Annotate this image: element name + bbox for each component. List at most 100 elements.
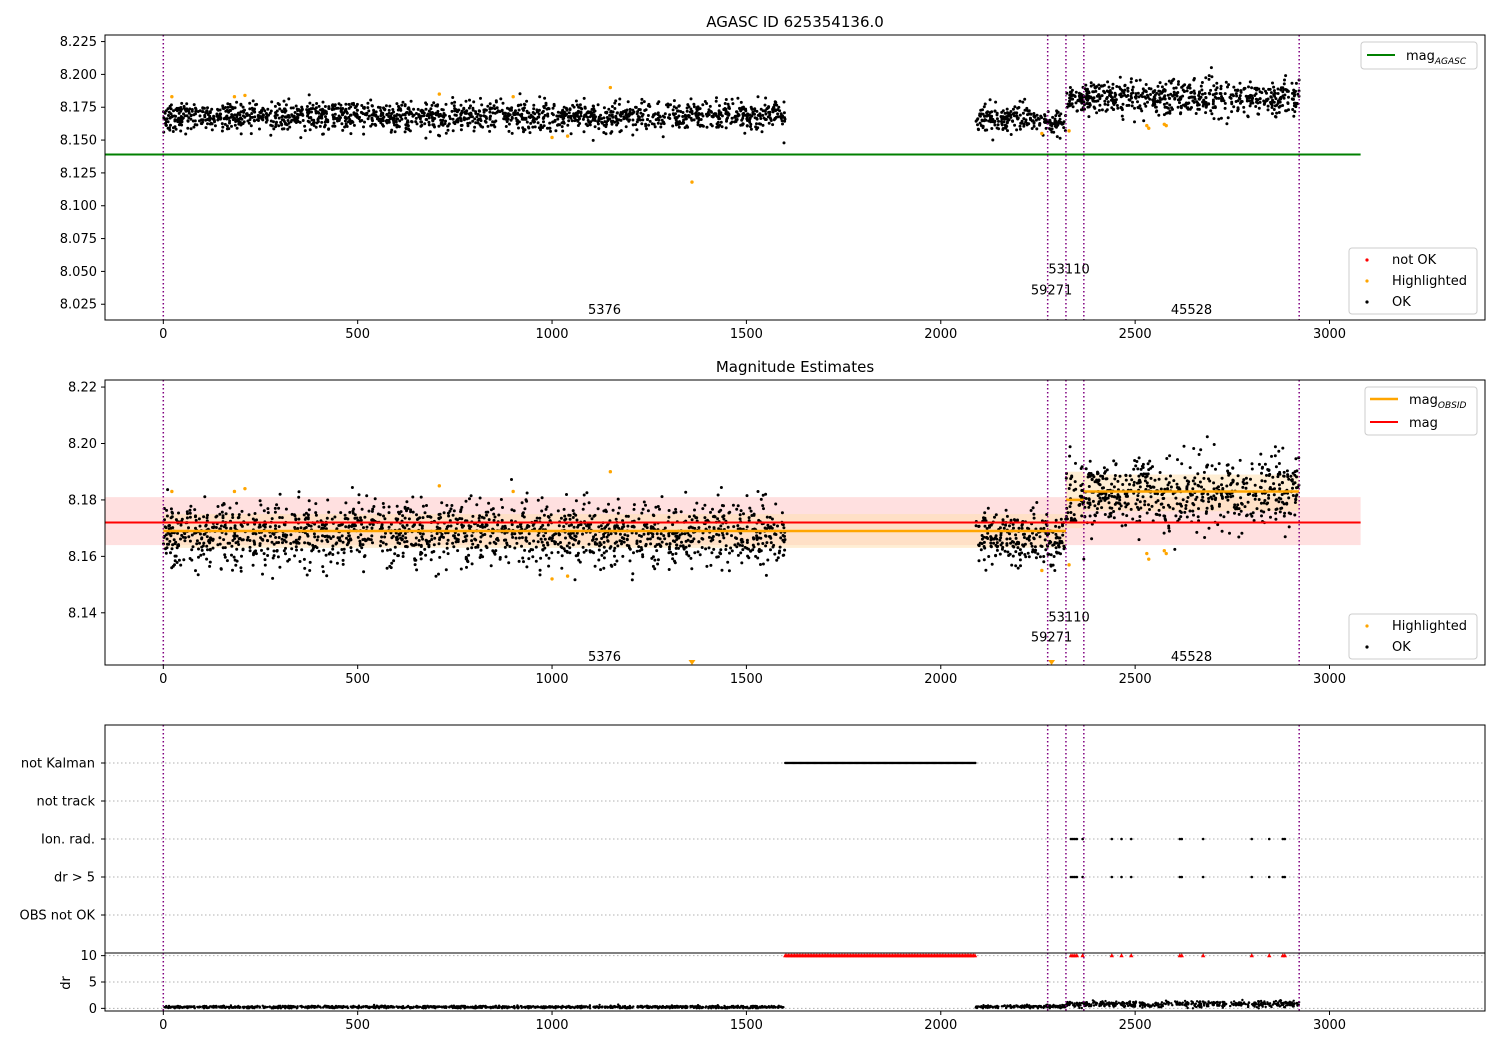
ok-point bbox=[505, 543, 509, 547]
y-tick-label: 8.225 bbox=[60, 35, 97, 50]
ok-point bbox=[669, 103, 672, 107]
ok-point bbox=[561, 112, 565, 116]
ok-point bbox=[582, 526, 586, 530]
ok-point bbox=[577, 540, 581, 544]
ok-point bbox=[610, 105, 614, 108]
ok-point bbox=[223, 553, 227, 557]
ok-point bbox=[764, 534, 768, 538]
ok-point bbox=[414, 543, 418, 547]
ok-point bbox=[1219, 84, 1223, 88]
ok-point bbox=[321, 132, 325, 136]
ok-point bbox=[1058, 136, 1062, 140]
ok-point bbox=[450, 109, 454, 113]
obsid-label: 59271 bbox=[1031, 283, 1072, 298]
ok-point bbox=[179, 106, 183, 109]
ok-point bbox=[536, 121, 540, 125]
ok-point bbox=[671, 523, 675, 527]
ok-point bbox=[407, 517, 411, 521]
ok-point bbox=[1027, 112, 1031, 116]
ok-point bbox=[766, 115, 770, 119]
ok-point bbox=[1005, 542, 1009, 546]
ok-point bbox=[380, 535, 384, 539]
ok-point bbox=[287, 121, 291, 125]
ok-point bbox=[1122, 91, 1126, 95]
ok-point bbox=[393, 114, 396, 118]
ok-point bbox=[225, 124, 229, 128]
ok-point bbox=[613, 101, 617, 105]
ok-point bbox=[1140, 95, 1144, 99]
ok-point bbox=[1195, 530, 1199, 534]
ok-point bbox=[1160, 85, 1164, 89]
ok-point bbox=[340, 548, 344, 551]
ok-point bbox=[305, 533, 309, 536]
ok-point bbox=[442, 115, 446, 119]
ok-point bbox=[642, 532, 646, 536]
ok-point bbox=[233, 534, 237, 538]
ok-point bbox=[403, 516, 407, 520]
ok-point bbox=[257, 116, 261, 120]
ok-point bbox=[315, 546, 319, 550]
ok-point bbox=[223, 122, 227, 126]
ok-point bbox=[687, 554, 691, 558]
ok-point bbox=[540, 496, 544, 500]
ok-point bbox=[446, 538, 450, 542]
ok-point bbox=[308, 569, 312, 572]
ok-point bbox=[299, 136, 303, 140]
ok-point bbox=[596, 103, 600, 107]
ok-point bbox=[550, 539, 554, 543]
ok-point bbox=[1108, 506, 1112, 510]
ok-point bbox=[559, 541, 562, 544]
ok-point bbox=[1061, 122, 1065, 126]
ok-point bbox=[172, 109, 175, 113]
ok-point bbox=[1179, 106, 1183, 110]
ok-point bbox=[635, 120, 639, 124]
ok-point bbox=[252, 539, 256, 543]
ok-point bbox=[1132, 480, 1136, 484]
ok-point bbox=[401, 100, 405, 104]
ok-point bbox=[1196, 515, 1200, 519]
ok-point bbox=[1271, 98, 1274, 102]
ok-point bbox=[363, 120, 366, 124]
ok-point bbox=[1009, 110, 1013, 113]
ok-point bbox=[573, 119, 577, 123]
ok-point bbox=[282, 119, 286, 123]
ok-point bbox=[306, 513, 310, 517]
ok-point bbox=[379, 117, 383, 121]
ok-point bbox=[237, 513, 241, 517]
ok-point bbox=[300, 548, 304, 552]
ok-point bbox=[177, 558, 181, 562]
ok-point bbox=[681, 121, 685, 125]
ok-point bbox=[701, 507, 705, 511]
ok-point bbox=[349, 132, 353, 136]
ok-point bbox=[597, 558, 601, 562]
ok-point bbox=[462, 116, 466, 120]
ok-point bbox=[388, 548, 392, 552]
ok-point bbox=[749, 125, 752, 129]
ok-point bbox=[1008, 532, 1011, 536]
ok-point bbox=[696, 123, 700, 127]
ok-point bbox=[440, 532, 444, 536]
ok-point bbox=[1069, 501, 1073, 505]
ok-point bbox=[622, 115, 626, 119]
ok-point bbox=[340, 534, 344, 538]
highlighted-point bbox=[1067, 129, 1071, 133]
ok-point bbox=[494, 99, 498, 103]
ok-point bbox=[997, 119, 1000, 123]
ok-point bbox=[1228, 95, 1232, 99]
ok-point bbox=[303, 541, 307, 545]
ok-point bbox=[615, 117, 619, 121]
ok-point bbox=[1018, 99, 1022, 103]
ok-point bbox=[1259, 452, 1263, 456]
ok-point bbox=[275, 541, 279, 545]
ok-point bbox=[332, 115, 336, 119]
ok-point bbox=[454, 517, 458, 521]
ok-point bbox=[565, 107, 569, 111]
ok-point bbox=[1043, 538, 1047, 542]
ok-point bbox=[322, 548, 326, 552]
ok-point bbox=[658, 537, 662, 541]
ok-point bbox=[551, 120, 555, 124]
ok-point bbox=[759, 536, 763, 540]
ok-point bbox=[632, 507, 636, 511]
ok-point bbox=[199, 553, 203, 557]
ok-point bbox=[1179, 515, 1183, 519]
